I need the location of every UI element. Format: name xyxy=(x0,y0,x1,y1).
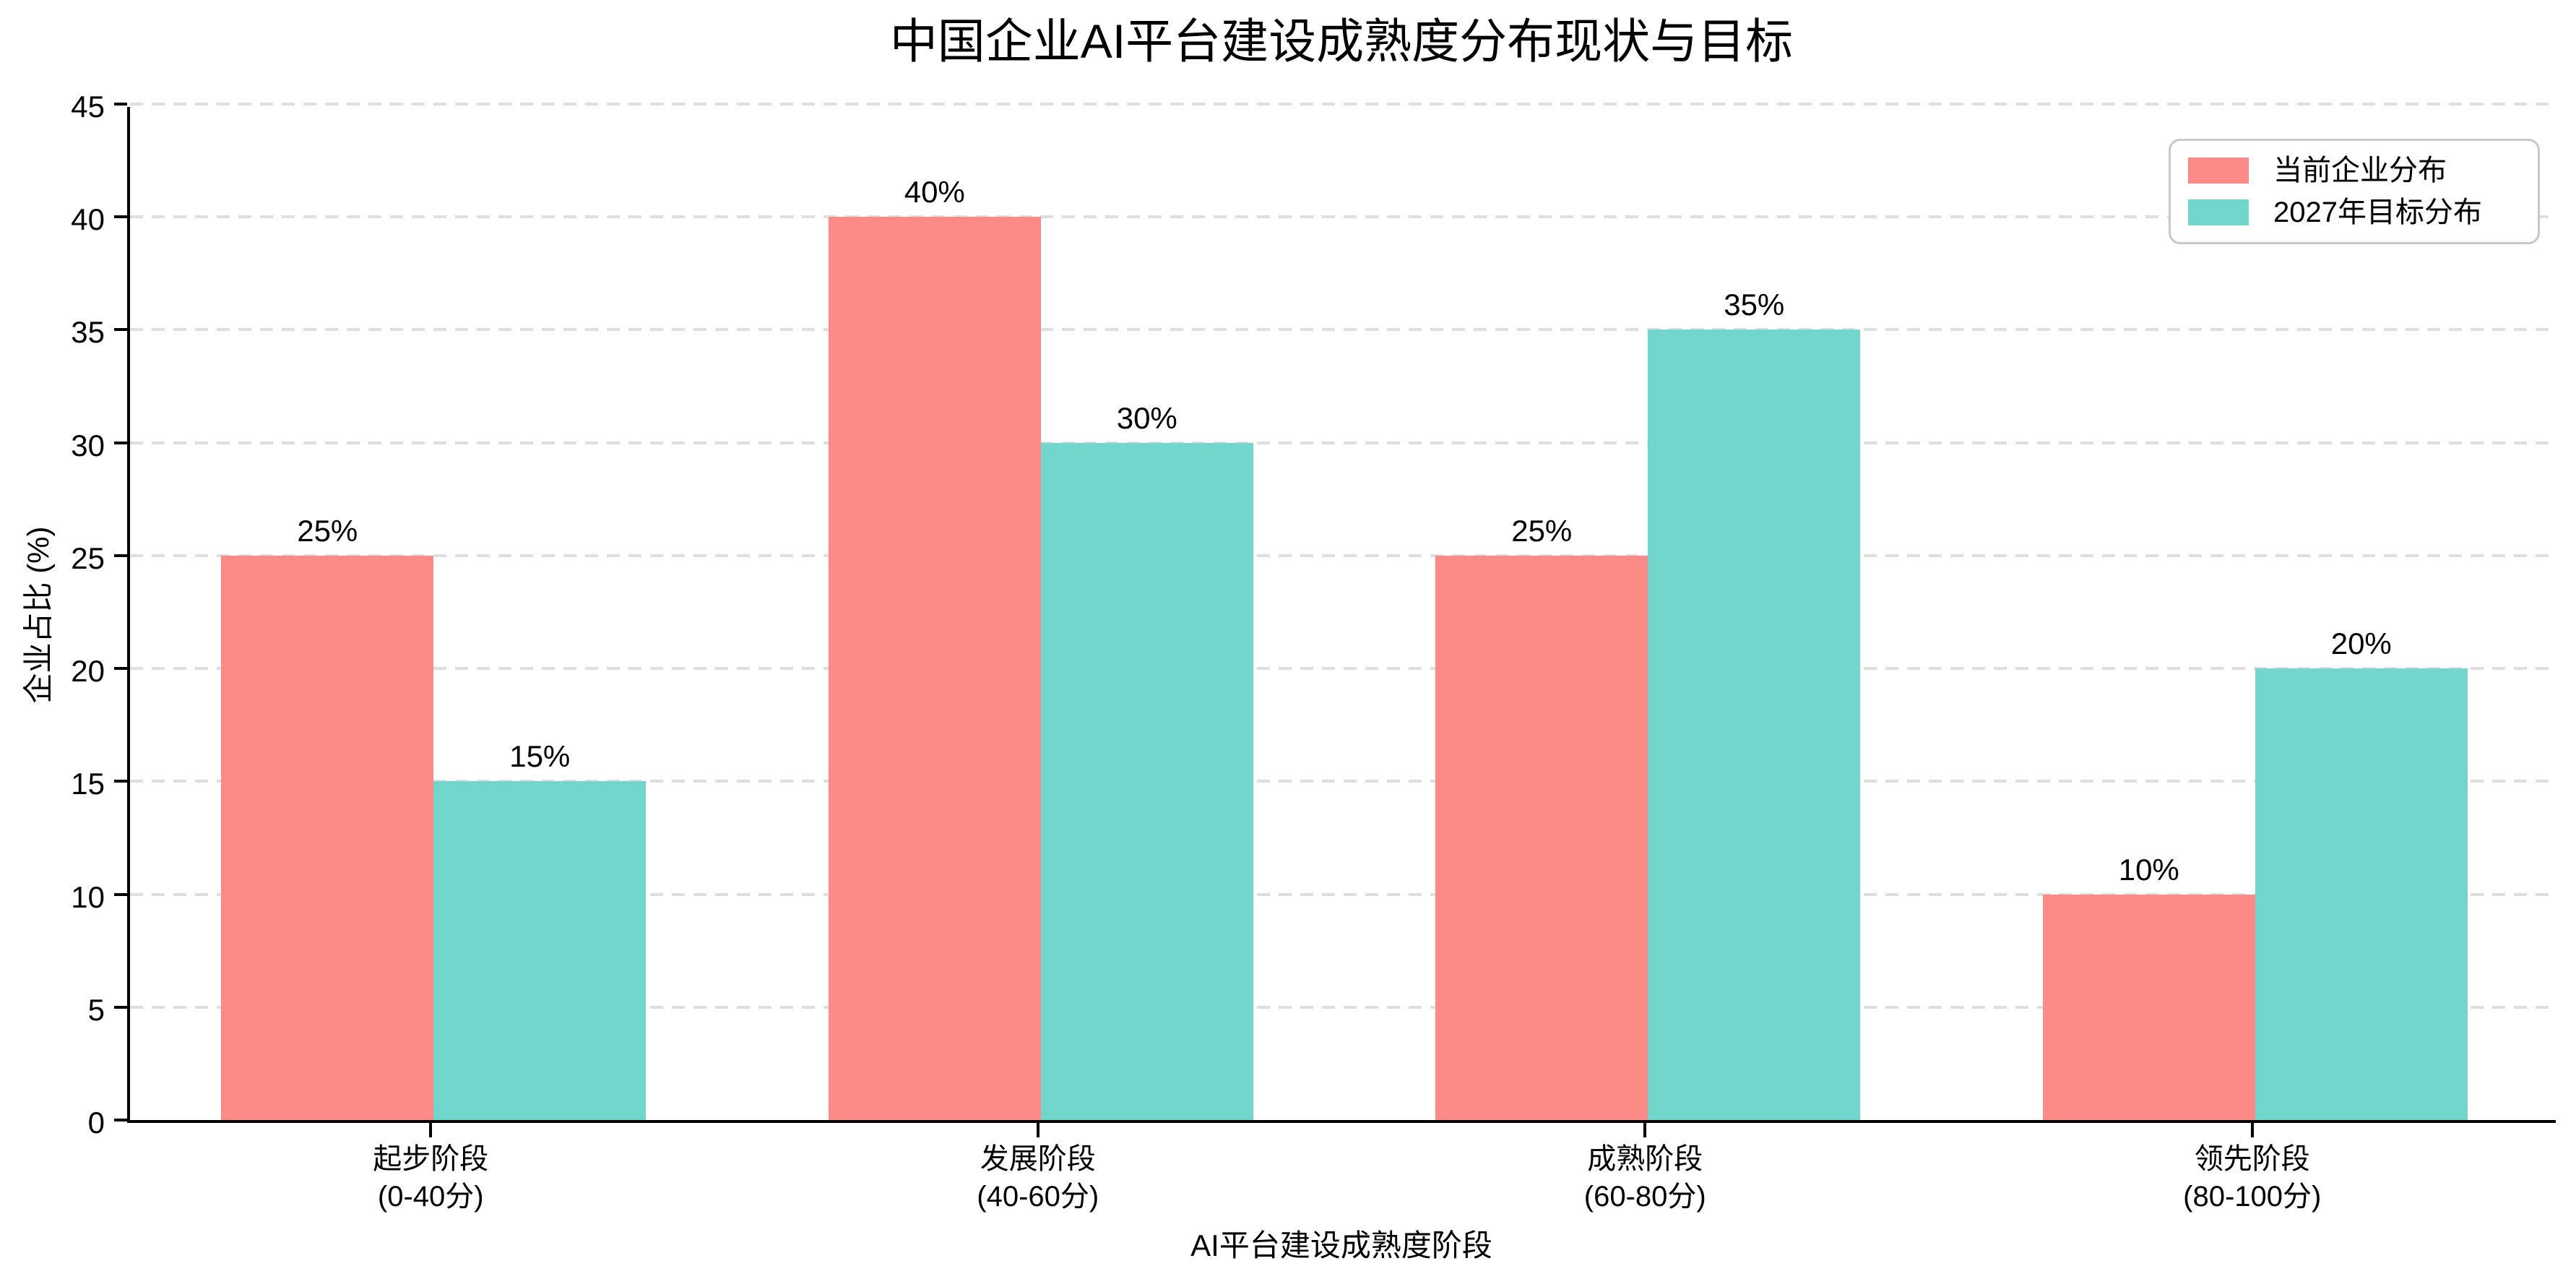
y-tick-25 xyxy=(114,554,127,557)
y-tick-label-20: 20 xyxy=(71,654,105,689)
bar-value-label: 25% xyxy=(1511,513,1573,548)
bar-target xyxy=(433,781,647,1120)
x-tick-label-line: 起步阶段 xyxy=(373,1143,489,1175)
gridline-20 xyxy=(130,667,2556,671)
y-tick-10 xyxy=(114,892,127,896)
y-tick-label-35: 35 xyxy=(71,315,105,350)
y-tick-label-40: 40 xyxy=(71,202,105,237)
bar-target xyxy=(1648,330,1861,1120)
y-tick-40 xyxy=(114,215,127,219)
y-tick-label-45: 45 xyxy=(71,90,105,124)
y-tick-label-30: 30 xyxy=(71,428,105,462)
x-tick-label-line: 成熟阶段 xyxy=(1587,1143,1703,1175)
legend-swatch-current xyxy=(2188,158,2249,184)
x-tick-1 xyxy=(1036,1123,1040,1137)
legend-item-current: 当前企业分布 xyxy=(2188,155,2520,186)
gridline-10 xyxy=(130,892,2556,896)
x-tick-label-line: 发展阶段 xyxy=(980,1143,1096,1175)
bar-current xyxy=(828,217,1041,1120)
bar-value-label: 40% xyxy=(904,175,965,210)
x-tick-label-2: 成熟阶段 (60-80分) xyxy=(1428,1140,1862,1215)
x-tick-label-0: 起步阶段 (0-40分) xyxy=(214,1140,647,1215)
gridline-45 xyxy=(130,103,2556,105)
y-tick-label-25: 25 xyxy=(71,541,105,575)
y-tick-20 xyxy=(114,667,127,671)
gridline-25 xyxy=(130,554,2556,557)
bar-target xyxy=(2255,668,2468,1120)
gridline-5 xyxy=(130,1005,2556,1009)
x-tick-label-line: (60-80分) xyxy=(1583,1181,1706,1213)
chart-title: 中国企业AI平台建设成熟度分布现状与目标 xyxy=(889,14,1794,68)
gridline-35 xyxy=(130,328,2556,332)
legend-label: 2027年目标分布 xyxy=(2273,196,2482,228)
gridline-40 xyxy=(130,215,2556,219)
bar-value-label: 35% xyxy=(1724,288,1785,322)
plot-area: 25% 15% 40% 30% 25% 35% 10% 20% xyxy=(114,103,2556,1123)
bar-value-label: 30% xyxy=(1116,400,1177,435)
bar-value-label: 10% xyxy=(2118,852,2179,887)
x-axis-title: AI平台建设成熟度阶段 xyxy=(1190,1228,1492,1262)
bar-value-label: 25% xyxy=(297,513,358,548)
y-tick-0 xyxy=(114,1119,127,1121)
legend-label: 当前企业分布 xyxy=(2273,155,2447,187)
x-tick-label-line: (80-100分) xyxy=(2183,1181,2322,1213)
y-tick-5 xyxy=(114,1005,127,1009)
x-tick-0 xyxy=(429,1123,433,1137)
gridline-15 xyxy=(130,780,2556,783)
y-tick-label-10: 10 xyxy=(71,879,105,914)
legend: 当前企业分布 2027年目标分布 xyxy=(2169,139,2540,244)
y-tick-45 xyxy=(114,103,127,105)
bar-current xyxy=(2042,894,2255,1120)
legend-swatch-target xyxy=(2188,199,2249,225)
x-tick-2 xyxy=(1643,1123,1647,1137)
bar-target xyxy=(1040,442,1253,1120)
bar-current xyxy=(1435,555,1648,1120)
bar-current xyxy=(221,555,434,1120)
y-tick-35 xyxy=(114,328,127,332)
x-tick-label-1: 发展阶段 (40-60分) xyxy=(821,1140,1255,1215)
y-tick-label-15: 15 xyxy=(71,767,105,801)
y-tick-15 xyxy=(114,780,127,783)
y-tick-label-0: 0 xyxy=(87,1106,105,1140)
y-tick-label-5: 5 xyxy=(87,992,105,1027)
bar-value-label: 20% xyxy=(2330,626,2392,661)
gridline-30 xyxy=(130,441,2556,444)
y-tick-30 xyxy=(114,441,127,444)
x-tick-label-3: 领先阶段 (80-100分) xyxy=(2036,1140,2469,1215)
x-tick-label-line: (40-60分) xyxy=(977,1181,1099,1213)
x-tick-3 xyxy=(2250,1123,2254,1137)
x-tick-label-line: (0-40分) xyxy=(377,1181,484,1213)
legend-item-target: 2027年目标分布 xyxy=(2188,197,2520,228)
x-tick-label-line: 领先阶段 xyxy=(2194,1143,2310,1175)
bar-value-label: 15% xyxy=(509,739,571,774)
